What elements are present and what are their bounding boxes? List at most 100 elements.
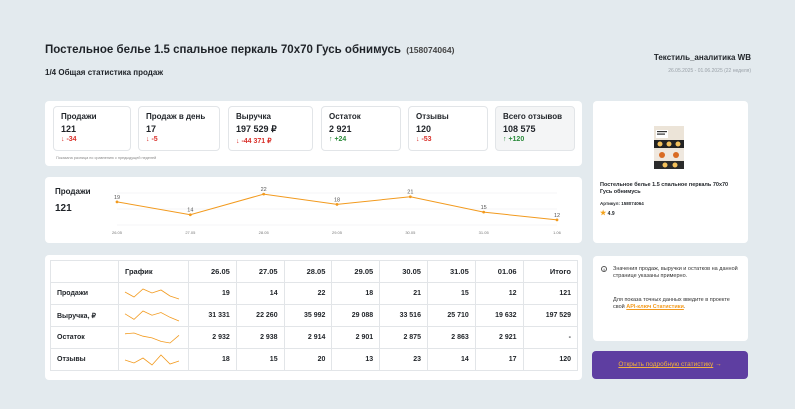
header-date: 26.05 <box>188 260 237 283</box>
cell-value: 25 710 <box>426 304 476 327</box>
row-label: Отзывы <box>50 348 119 371</box>
cell-value: 15 <box>235 348 285 371</box>
cell-value: 2 938 <box>235 326 285 349</box>
page-subtitle: 1/4 Общая статистика продаж <box>45 68 164 77</box>
stat-value: 120 <box>416 124 432 134</box>
cell-value: 2 863 <box>426 326 476 349</box>
stat-value: 2 921 <box>329 124 352 134</box>
cell-value: 35 992 <box>283 304 333 327</box>
row-sparkline <box>118 326 189 349</box>
star-icon: ★ <box>600 210 607 217</box>
product-article: Артикул: 158074064 <box>600 201 644 206</box>
row-sparkline <box>118 304 189 327</box>
stat-label: Остаток <box>329 112 361 121</box>
stat-sales-per-day: Продаж в день 17 ↓ -5 <box>138 106 220 151</box>
header-date: 29.05 <box>331 260 381 283</box>
cell-value: 33 516 <box>379 304 428 327</box>
table-row: Продажи 19 14 22 18 21 15 12 121 <box>50 282 579 305</box>
info-card: i Значения продаж, выручки и остатков на… <box>593 256 748 341</box>
cell-value: 15 <box>426 282 476 305</box>
chart-point[interactable] <box>335 203 339 206</box>
chart-point[interactable] <box>408 195 412 199</box>
stat-delta: ↓ -34 <box>61 136 77 143</box>
cell-value: 21 <box>379 282 428 305</box>
chart-data-label: 21 <box>407 190 413 196</box>
product-rating: ★ 4.9 <box>600 209 615 217</box>
info-text-approx: Значения продаж, выручки и остатков на д… <box>613 266 738 279</box>
row-sparkline <box>118 282 189 305</box>
header-date: 31.05 <box>426 260 476 283</box>
cell-value: 22 260 <box>235 304 285 327</box>
cell-value: 18 <box>188 348 237 371</box>
stat-revenue: Выручка 197 529 ₽ ↓ -44 371 ₽ <box>228 106 313 151</box>
period-label: 26.05.2025 - 01.06.2025 (22 неделя) <box>668 68 751 74</box>
cell-value: 14 <box>235 282 285 305</box>
stat-delta: ↓ -44 371 ₽ <box>236 138 272 145</box>
product-image[interactable] <box>654 126 684 169</box>
cell-value: 23 <box>379 348 428 371</box>
chart-x-tick-label: 31.05 <box>479 230 490 235</box>
cell-value: 2 932 <box>188 326 237 349</box>
chart-data-label: 22 <box>261 187 267 193</box>
chart-data-label: 12 <box>554 213 560 219</box>
stat-delta: ↓ -5 <box>146 136 158 143</box>
table-header-row: График 26.05 27.05 28.05 29.05 30.05 31.05 01.… <box>50 260 579 283</box>
table-row: Остаток 2 932 2 938 2 914 2 901 2 875 2 863 2 9… <box>50 326 579 349</box>
cell-value: 20 <box>283 348 333 371</box>
page-title: Постельное белье 1.5 спальное перкаль 70… <box>45 44 454 56</box>
chart-point[interactable] <box>188 213 192 217</box>
cell-value: 22 <box>283 282 333 305</box>
api-key-link[interactable]: API-ключ Статистики <box>626 304 684 310</box>
cell-value: 2 914 <box>283 326 333 349</box>
stats-table-card: График 26.05 27.05 28.05 29.05 30.05 31.05 01.… <box>45 255 582 380</box>
chart-x-tick-label: 28.05 <box>259 230 270 235</box>
chart-point[interactable] <box>555 218 559 222</box>
sparkline <box>124 288 180 299</box>
stat-delta: ↑ +120 <box>503 136 525 143</box>
header-date: 30.05 <box>379 260 428 283</box>
stat-stock: Остаток 2 921 ↑ +24 <box>321 106 401 151</box>
cell-value: 12 <box>474 282 524 305</box>
stat-label: Продаж в день <box>146 112 206 121</box>
table-row: Отзывы 18 15 20 13 23 14 17 120 <box>50 348 579 371</box>
info-icon: i <box>601 266 607 272</box>
product-photo-icon <box>654 126 684 169</box>
header-date: 01.06 <box>474 260 524 283</box>
chart-x-tick-label: 30.05 <box>405 230 416 235</box>
info-text-api: Для показа точных данных введите в проек… <box>613 297 741 311</box>
stat-value: 121 <box>61 124 77 134</box>
chart-point[interactable] <box>262 192 266 196</box>
chart-x-tick-label: 27.05 <box>185 230 196 235</box>
rating-value: 4.9 <box>607 211 615 217</box>
chart-data-label: 15 <box>481 205 487 211</box>
chart-x-tick-label: 26.05 <box>112 230 123 235</box>
chart-point[interactable] <box>482 210 486 214</box>
sales-line-chart: 19 26.05 14 27.05 22 28.05 18 29.05 21 30.05 15 31.… <box>112 187 562 235</box>
chart-title: Продажи <box>55 187 91 196</box>
arrow-right-icon: → <box>715 361 722 368</box>
cta-label: Открыть подробную статистику <box>618 361 714 368</box>
product-title: Постельное белье 1.5 спальное перкаль 70… <box>45 44 402 56</box>
product-sku: (158074064) <box>406 45 455 55</box>
open-detailed-stats-button[interactable]: Открыть подробную статистику → <box>592 351 748 379</box>
chart-x-tick-label: 29.05 <box>332 230 343 235</box>
chart-data-label: 18 <box>334 197 340 203</box>
stat-label: Отзывы <box>416 112 449 121</box>
row-sparkline <box>118 348 189 371</box>
stats-card: Продажи 121 ↓ -34 Продаж в день 17 ↓ -5 … <box>45 101 582 166</box>
chart-point[interactable] <box>115 200 119 204</box>
stats-table: График 26.05 27.05 28.05 29.05 30.05 31.05 01.… <box>50 260 579 371</box>
cell-value: 17 <box>474 348 524 371</box>
stat-total-reviews: Всего отзывов 108 575 ↑ +120 <box>495 106 575 151</box>
chart-data-label: 19 <box>114 195 120 201</box>
header-date: 27.05 <box>235 260 285 283</box>
cell-value: 31 331 <box>188 304 237 327</box>
header-empty <box>50 260 119 283</box>
product-card[interactable]: Постельное белье 1.5 спальное перкаль 70… <box>593 101 748 243</box>
chart-data-label: 14 <box>187 208 193 214</box>
cell-value: 2 875 <box>379 326 428 349</box>
sparkline <box>124 353 180 366</box>
cell-value: 13 <box>331 348 381 371</box>
cell-value: 19 632 <box>474 304 524 327</box>
stat-label: Продажи <box>61 112 97 121</box>
